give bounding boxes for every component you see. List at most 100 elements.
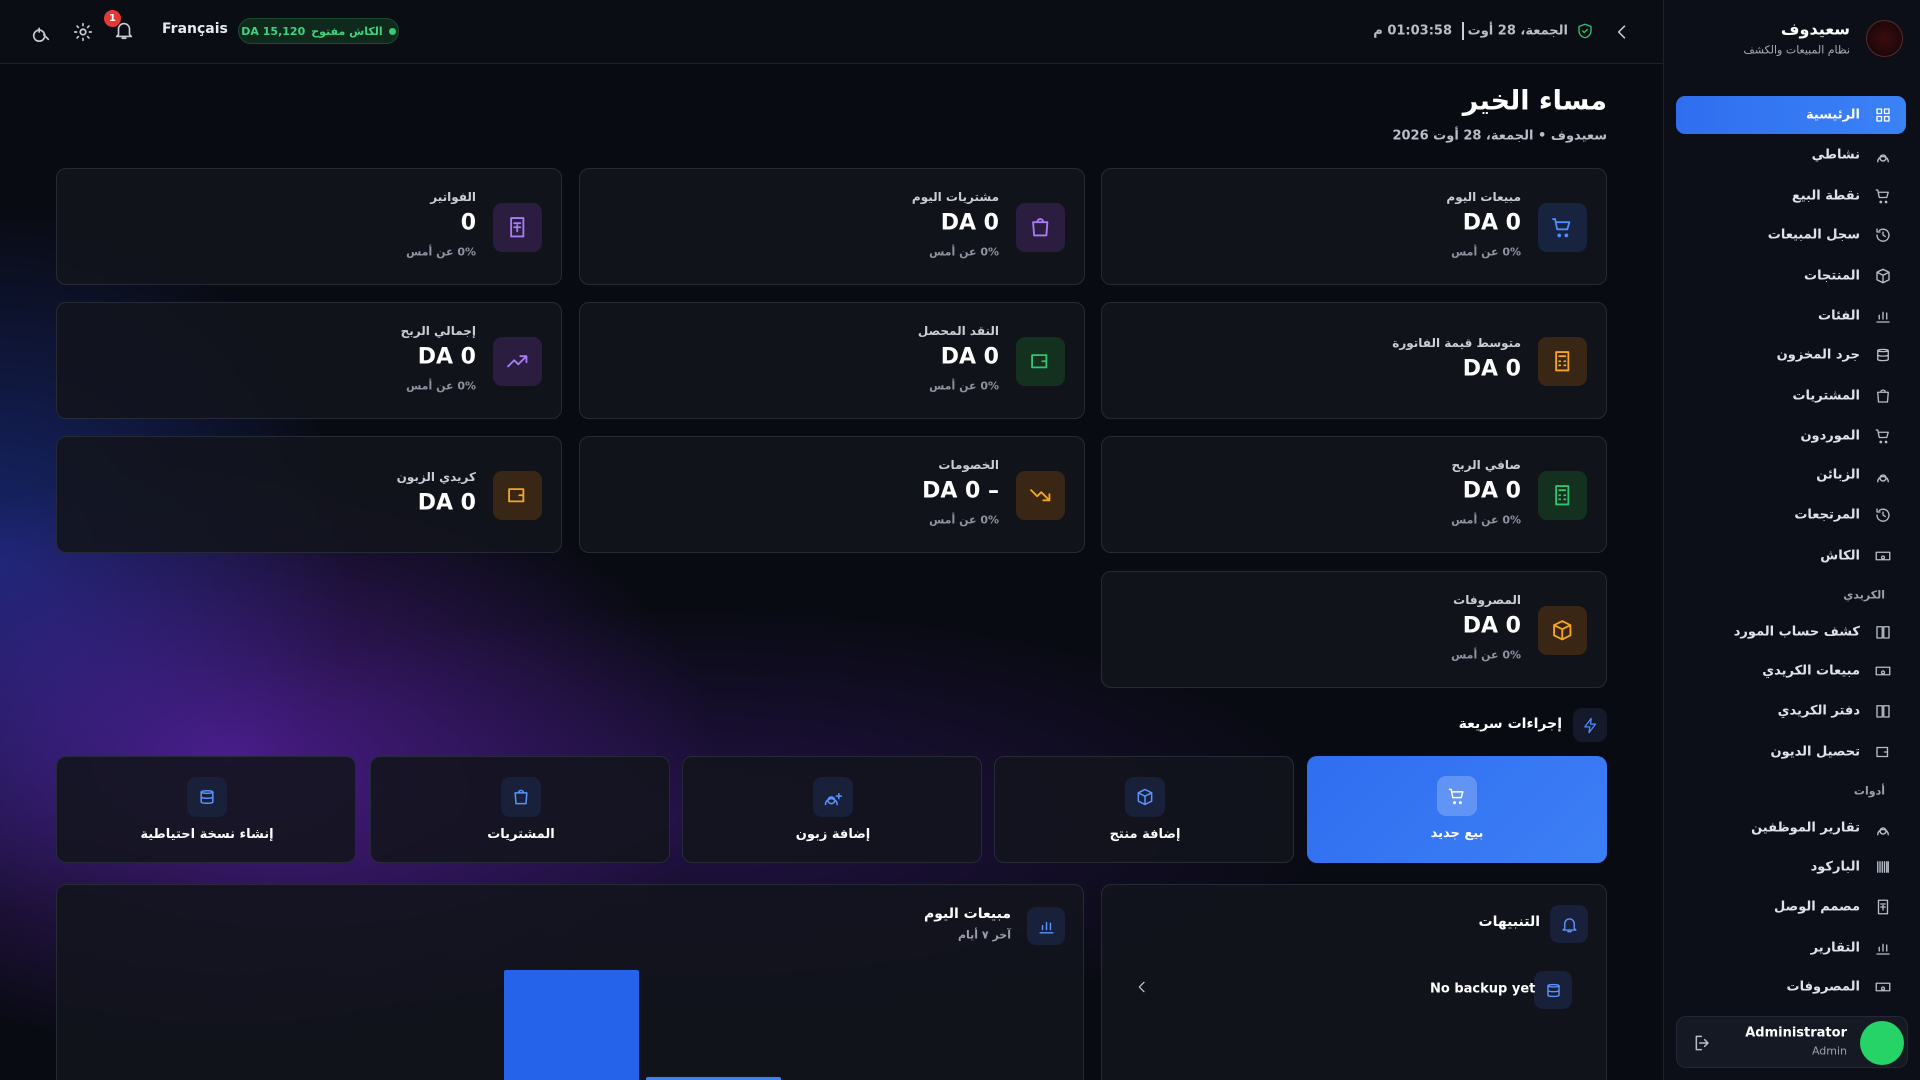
user-name: Administrator xyxy=(1745,1025,1847,1041)
nav-item[interactable]: الموردون xyxy=(1800,428,1860,444)
stat-card: النقد المحصل DA 0 0% عن أمس xyxy=(579,302,1085,419)
nav-item[interactable]: مبيعات الكريدي xyxy=(1762,663,1860,679)
nav-item[interactable]: المرتجعات xyxy=(1794,507,1860,523)
icon xyxy=(1876,108,1890,122)
stat-value: 0 xyxy=(460,210,476,236)
stat-label: متوسط قيمة الفاتورة xyxy=(1392,336,1521,350)
nav-item[interactable]: الزبائن xyxy=(1816,467,1860,483)
icon xyxy=(1875,429,1889,444)
sales-chart-title: مبيعات اليوم xyxy=(923,906,1011,922)
stat-label: مبيعات اليوم xyxy=(1446,190,1521,204)
quick-action-button[interactable]: إضافة زبون xyxy=(682,756,982,863)
nav-item[interactable]: نقطة البيع xyxy=(1791,188,1860,204)
nav-item[interactable]: التقارير xyxy=(1810,940,1860,956)
icon xyxy=(32,27,50,42)
stat-value: DA 0 xyxy=(1462,210,1521,236)
stat-change: 0% عن أمس xyxy=(929,513,999,527)
quick-action-button[interactable]: المشتريات xyxy=(370,756,670,863)
icon xyxy=(1876,626,1890,639)
nav-item[interactable]: كشف حساب المورد xyxy=(1733,624,1860,640)
stat-card: الخصومات – DA 0 0% عن أمس xyxy=(579,436,1085,553)
icon xyxy=(1876,228,1890,242)
nav-item[interactable]: مصمم الوصل xyxy=(1774,899,1860,915)
icon-box xyxy=(1538,606,1587,655)
stat-value: DA 0 xyxy=(417,490,476,516)
nav-item[interactable]: تحصيل الديون xyxy=(1770,744,1860,760)
icon xyxy=(115,22,133,40)
stat-card: المصروفات DA 0 0% عن أمس xyxy=(1101,571,1607,688)
icon xyxy=(1038,921,1054,934)
nav-item[interactable]: المنتجات xyxy=(1804,268,1860,284)
quick-action-label: إضافة زبون xyxy=(795,827,871,842)
icon xyxy=(1875,666,1891,676)
stat-value: DA 0 xyxy=(1462,613,1521,639)
user-card: Administrator Admin xyxy=(1676,1016,1908,1068)
icon xyxy=(1877,861,1889,873)
nav-item[interactable]: الباركود xyxy=(1810,859,1860,875)
topbar-date: الجمعة، 28 أوت xyxy=(1467,23,1568,39)
icon xyxy=(1583,717,1596,733)
nav-item[interactable]: تقارير الموظفين xyxy=(1751,820,1860,836)
nav-item[interactable]: دفتر الكريدي xyxy=(1777,703,1860,719)
icon-box xyxy=(501,777,541,817)
brand-name: سعيدوف xyxy=(1780,19,1850,39)
icon xyxy=(1032,218,1049,237)
nav-item[interactable]: الفئات xyxy=(1818,308,1860,324)
icon xyxy=(824,792,843,806)
nav-active xyxy=(1676,96,1906,134)
icon xyxy=(1876,268,1890,284)
stat-change: 0% عن أمس xyxy=(406,379,476,393)
nav-item[interactable]: الرئيسية xyxy=(1805,107,1860,123)
stat-label: مشتريات اليوم xyxy=(911,190,999,204)
stat-value: DA 0 xyxy=(1462,356,1521,382)
icon xyxy=(1876,705,1890,718)
icon-box xyxy=(1027,907,1065,945)
nav-item[interactable]: المصروفات xyxy=(1786,979,1861,995)
icon xyxy=(1561,917,1577,932)
nav-item[interactable]: الكاش xyxy=(1820,548,1860,564)
icon-box xyxy=(493,471,542,520)
nav-item[interactable]: جرد المخزون xyxy=(1776,347,1860,363)
nav-item[interactable]: المشتريات xyxy=(1792,388,1860,404)
topbar-time: 01:03:58 م xyxy=(1373,23,1452,39)
icon xyxy=(1138,981,1145,993)
sales-chart-subtitle: آخر ٧ أيام xyxy=(957,928,1011,942)
stat-card: صافي الربح DA 0 0% عن أمس xyxy=(1101,436,1607,553)
stat-change: 0% عن أمس xyxy=(406,245,476,259)
stat-label: كريدي الزبون xyxy=(396,470,476,484)
icon xyxy=(507,355,528,368)
stat-label: إجمالي الربح xyxy=(400,324,476,338)
stat-label: المصروفات xyxy=(1453,593,1521,607)
greeting-subtitle: سعيدوف • الجمعة، 28 أوت 2026 xyxy=(1392,128,1607,144)
language-switch[interactable]: Français xyxy=(162,21,228,37)
quick-action-button[interactable]: بيع جديد xyxy=(1307,756,1607,863)
stat-card: كريدي الزبون DA 0 xyxy=(56,436,562,553)
alerts-panel: التنبيهات No backup yet xyxy=(1101,884,1607,1080)
chart-bar-decor xyxy=(504,970,639,1080)
separator xyxy=(1462,22,1464,40)
nav-item[interactable]: سجل المبيعات xyxy=(1767,227,1860,243)
whatsapp-button[interactable] xyxy=(1860,1021,1904,1065)
status-dot xyxy=(388,27,396,35)
quick-action-button[interactable]: إضافة منتج xyxy=(994,756,1294,863)
icon xyxy=(1877,389,1889,403)
icon xyxy=(200,790,214,804)
nav-item[interactable]: نشاطي xyxy=(1811,147,1860,163)
quick-action-button[interactable]: إنشاء نسخة احتياطية xyxy=(56,756,356,863)
stat-label: صافي الربح xyxy=(1451,458,1521,472)
stat-label: الفواتير xyxy=(430,190,476,204)
icon-box xyxy=(1573,708,1607,742)
icon xyxy=(1876,943,1890,955)
stat-card: إجمالي الربح DA 0 0% عن أمس xyxy=(56,302,562,419)
stat-change: 0% عن أمس xyxy=(1451,513,1521,527)
icon-box xyxy=(1016,337,1065,386)
sales-panel: مبيعات اليوم آخر ٧ أيام xyxy=(56,884,1084,1080)
quick-action-label: المشتريات xyxy=(487,827,555,842)
icon xyxy=(1875,189,1889,204)
cash-amount: DA 15,120 xyxy=(241,24,306,38)
icon-box xyxy=(1534,971,1572,1009)
icon xyxy=(1877,474,1889,483)
stat-change: 0% عن أمس xyxy=(1451,648,1521,662)
icon xyxy=(1877,827,1889,836)
